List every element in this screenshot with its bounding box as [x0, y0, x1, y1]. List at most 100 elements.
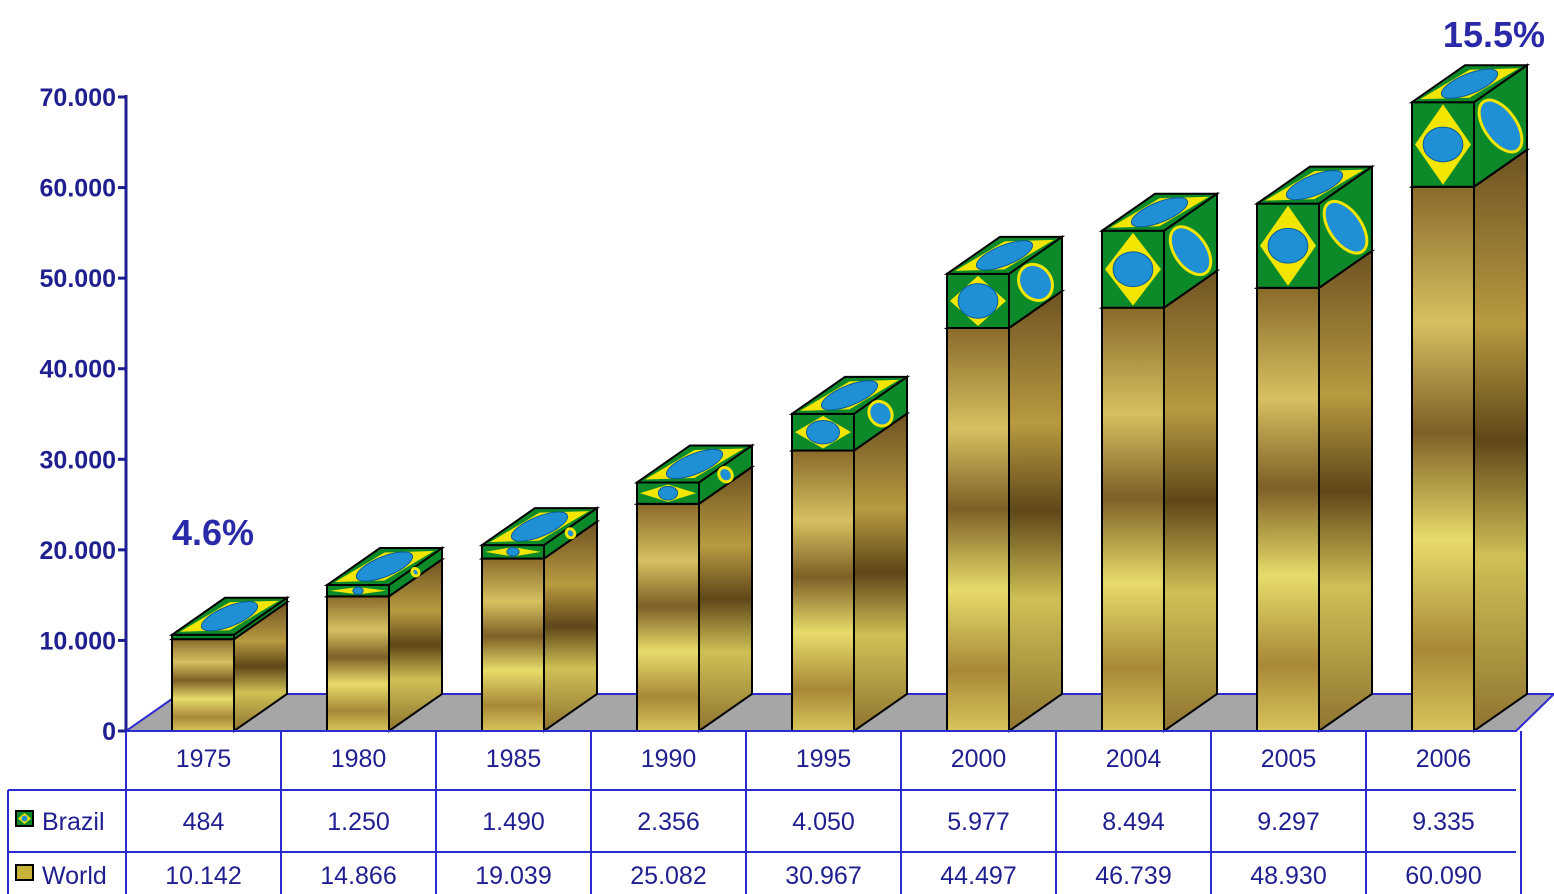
x-tick-label: 2005	[1261, 745, 1317, 773]
brazil-flag-side-globe	[1168, 225, 1213, 277]
brazil-flag-side-globe	[564, 527, 577, 540]
table-cell: 1.250	[327, 808, 390, 836]
table-cell: 4.050	[792, 808, 855, 836]
table-cell: 19.039	[475, 862, 551, 890]
legend-swatch-brazil-globe	[21, 815, 28, 822]
brazil-flag-top-globe	[1440, 68, 1499, 99]
bar-2006	[1408, 63, 1531, 733]
brazil-segment-2000	[943, 234, 1066, 330]
legend-label: World	[42, 862, 107, 890]
world-bar-front	[1256, 286, 1320, 732]
percent-annotation: 4.6%	[172, 512, 254, 553]
world-bar-front	[1101, 306, 1165, 732]
y-tick-label: 60.000	[40, 175, 116, 203]
brazil-flag-front-globe	[1422, 126, 1464, 163]
y-tick-label: 10.000	[40, 627, 116, 655]
legend-label: Brazil	[42, 808, 105, 836]
world-bar-front	[1411, 185, 1475, 732]
bar-2005	[1253, 164, 1376, 733]
percent-annotation: 15.5%	[1443, 14, 1545, 55]
world-bar-side	[1163, 268, 1218, 733]
annotations: 4.6% 15.5%	[172, 14, 1545, 553]
brazil-flag-front-globe	[657, 485, 679, 501]
world-bar-side	[698, 464, 753, 733]
x-tick-label: 2004	[1106, 745, 1162, 773]
table-cell: 25.082	[630, 862, 706, 890]
x-tick-label: 1985	[486, 745, 542, 773]
brazil-flag-top-globe	[1130, 197, 1189, 228]
table-cell: 60.090	[1405, 862, 1481, 890]
y-tick-label: 50.000	[40, 265, 116, 293]
table-cell: 8.494	[1102, 808, 1165, 836]
brazil-segment-1995	[788, 374, 911, 453]
x-tick-label: 2000	[951, 745, 1007, 773]
world-bar-side	[1473, 147, 1528, 733]
table-cell: 48.930	[1250, 862, 1326, 890]
table-cell: 46.739	[1095, 862, 1171, 890]
brazil-segment-1990	[633, 443, 756, 506]
world-bar-front	[636, 502, 700, 732]
brazil-flag-top-globe	[820, 380, 879, 411]
table-cell: 9.297	[1257, 808, 1320, 836]
brazil-flag-side-globe	[717, 466, 734, 484]
brazil-flag-side-globe	[867, 399, 894, 428]
world-bar-side	[1008, 289, 1063, 733]
x-tick-label: 1975	[176, 745, 232, 773]
brazil-segment-2006	[1408, 63, 1531, 189]
table-cell: 10.142	[165, 862, 241, 890]
y-tick-label: 30.000	[40, 446, 116, 474]
y-tick-label: 70.000	[40, 84, 116, 112]
brazil-flag-side-globe	[1017, 262, 1054, 302]
table-cell: 14.866	[320, 862, 396, 890]
table-cell: 9.335	[1412, 808, 1475, 836]
x-tick-label: 1980	[331, 745, 387, 773]
table-cell: 44.497	[940, 862, 1016, 890]
data-table: 1975 1980 1985 1990 1995 2000 2004 2005 2006 Braz…	[7, 730, 1522, 894]
brazil-flag-top-globe	[975, 240, 1034, 271]
table-cell: 484	[183, 808, 225, 836]
x-tick-label: 2006	[1416, 745, 1472, 773]
world-bar-front	[946, 326, 1010, 732]
world-bar-side	[853, 411, 908, 733]
y-axis: 0 10.000 20.000 30.000 40.000 50.000 60.000 70.…	[40, 84, 128, 746]
brazil-segment-2004	[1098, 191, 1221, 310]
bar-1990	[633, 443, 756, 733]
world-bar-front	[326, 595, 390, 732]
brazil-flag-top-globe	[665, 448, 724, 480]
brazil-flag-side-globe	[1477, 98, 1524, 154]
brazil-flag-front-globe	[506, 546, 520, 557]
bar-1980	[323, 546, 446, 733]
table-cell: 2.356	[637, 808, 700, 836]
world-bar-front	[481, 557, 545, 732]
brazil-flag-front-globe	[1267, 227, 1309, 264]
world-bar-front	[171, 638, 235, 732]
bar-1975	[168, 595, 291, 733]
y-tick-label: 0	[102, 718, 116, 746]
brazil-flag-top-globe	[510, 511, 569, 542]
brazil-flag-front-globe	[805, 419, 841, 445]
brazil-flag-top-globe	[200, 601, 259, 632]
world-bar-front	[791, 449, 855, 732]
table-cell: 30.967	[785, 862, 861, 890]
bar-group	[168, 63, 1531, 733]
brazil-segment-1975	[168, 595, 291, 642]
brazil-segment-2005	[1253, 164, 1376, 290]
brazil-segment-1980	[323, 546, 446, 599]
brazil-flag-front-globe	[1112, 251, 1154, 288]
brazil-flag-front-globe	[957, 283, 999, 319]
table-cell: 5.977	[947, 808, 1010, 836]
y-tick-label: 20.000	[40, 537, 116, 565]
y-tick-label: 40.000	[40, 356, 116, 384]
table-cell: 1.490	[482, 808, 545, 836]
brazil-flag-side-globe	[1322, 199, 1369, 255]
x-tick-label: 1995	[796, 745, 852, 773]
world-bar-side	[1318, 248, 1373, 733]
brazil-flag-side-globe	[410, 566, 421, 578]
x-tick-label: 1990	[641, 745, 697, 773]
brazil-segment-1985	[478, 506, 601, 561]
bar-1995	[788, 374, 911, 733]
bar-2004	[1098, 191, 1221, 733]
legend-swatch-world	[15, 864, 34, 881]
bar-1985	[478, 506, 601, 733]
